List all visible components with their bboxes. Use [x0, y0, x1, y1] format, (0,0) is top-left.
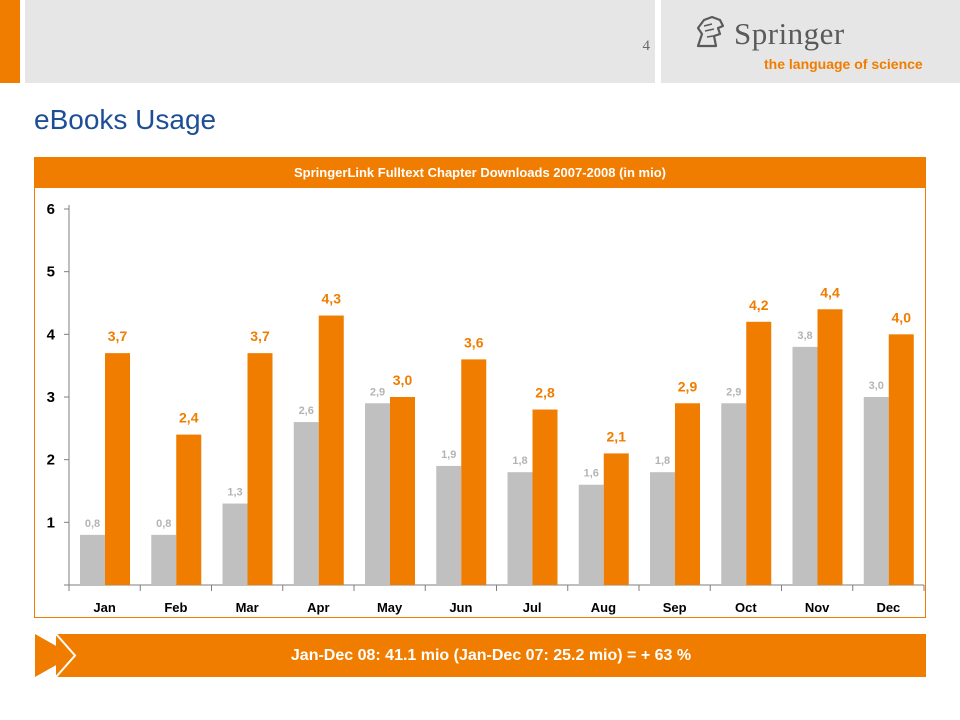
bar-2008 [176, 434, 202, 585]
data-label-2008: 4,2 [749, 297, 769, 313]
data-label-2007: 2,9 [370, 386, 385, 398]
bar-2007 [365, 403, 390, 585]
x-tick-label: Jun [449, 600, 472, 615]
logo-tagline: the language of science [764, 56, 923, 72]
y-tick-label: 5 [47, 264, 55, 281]
chart-header: SpringerLink Fulltext Chapter Downloads … [35, 158, 925, 188]
bar-2008 [390, 397, 415, 585]
bar-2007 [863, 397, 889, 585]
bar-2007 [293, 422, 319, 585]
x-tick-label: Jul [523, 600, 542, 615]
data-label-2008: 3,6 [464, 334, 484, 350]
bar-2007 [792, 346, 818, 585]
data-label-2008: 2,8 [535, 385, 555, 401]
data-label-2008: 4,3 [322, 291, 342, 307]
x-tick-label: May [377, 600, 403, 615]
data-label-2008: 3,0 [393, 372, 413, 388]
accent-strip [0, 0, 20, 83]
x-tick-label: Feb [164, 600, 187, 615]
logo-wordmark: Springer [734, 16, 845, 51]
x-tick-label: Mar [236, 600, 259, 615]
data-label-2007: 1,3 [227, 487, 242, 499]
bar-2008 [318, 315, 344, 585]
x-tick-label: Dec [876, 600, 900, 615]
data-label-2008: 3,7 [108, 328, 128, 344]
bar-chart: 1 2 3 4 5 6 Jan Feb Mar Apr May Jun Jul Aug Sep Oct Nov D… [47, 201, 925, 615]
bar-2008 [105, 353, 130, 585]
bar-2008 [247, 353, 273, 585]
y-tick-label: 2 [47, 452, 55, 469]
bar-2007 [578, 484, 604, 585]
arrow-icon [35, 634, 73, 677]
data-label-2007: 0,8 [156, 518, 171, 530]
x-tick-label: Sep [663, 600, 687, 615]
x-tick-label: Aug [591, 600, 616, 615]
y-tick-label: 4 [47, 326, 56, 343]
bar-2008 [888, 334, 914, 585]
bar-2007 [721, 403, 747, 585]
data-label-2007: 1,6 [584, 468, 599, 480]
x-tick-label: Nov [805, 600, 830, 615]
bar-2007 [151, 534, 177, 585]
data-label-2007: 2,6 [299, 405, 314, 417]
logo-panel [661, 0, 960, 83]
y-tick-label: 3 [47, 389, 55, 406]
data-label-2007: 3,8 [797, 330, 812, 342]
bar-2007 [436, 465, 462, 585]
bar-2008 [675, 403, 700, 585]
x-tick-label: Oct [735, 600, 757, 615]
data-label-2008: 4,0 [892, 309, 912, 325]
x-tick-label: Apr [307, 600, 329, 615]
data-label-2008: 3,7 [250, 328, 270, 344]
header-panel [25, 0, 655, 83]
data-label-2007: 1,8 [512, 455, 527, 467]
bar-2008 [532, 409, 558, 585]
arrow-outline-icon [55, 634, 77, 677]
bar-2007 [507, 472, 533, 585]
bar-2008 [746, 321, 772, 585]
springer-horse-icon [696, 15, 725, 48]
bar-2007 [650, 472, 675, 585]
bar-2008 [461, 359, 487, 585]
y-tick-label: 6 [47, 201, 55, 218]
chart-box: 1 2 3 4 5 6 Jan Feb Mar Apr May Jun Jul Aug Sep Oct Nov D… [34, 157, 926, 618]
data-label-2008: 2,4 [179, 410, 199, 426]
bar-2007 [222, 503, 248, 585]
bar-2007 [80, 534, 105, 585]
data-label-2007: 2,9 [726, 386, 741, 398]
x-tick-label: Jan [93, 600, 115, 615]
y-tick-label: 1 [47, 514, 55, 531]
summary-bar: Jan-Dec 08: 41.1 mio (Jan-Dec 07: 25.2 m… [56, 634, 926, 677]
page-title: eBooks Usage [34, 104, 217, 135]
data-label-2007: 0,8 [85, 518, 100, 530]
page-number: 4 [642, 38, 651, 54]
bar-2008 [603, 453, 629, 585]
data-label-2007: 1,9 [441, 449, 456, 461]
data-label-2007: 3,0 [869, 380, 884, 392]
data-label-2008: 4,4 [820, 284, 840, 300]
data-label-2008: 2,9 [678, 378, 698, 394]
data-label-2007: 1,8 [655, 455, 670, 467]
data-label-2008: 2,1 [607, 428, 627, 444]
bar-2008 [817, 309, 843, 585]
